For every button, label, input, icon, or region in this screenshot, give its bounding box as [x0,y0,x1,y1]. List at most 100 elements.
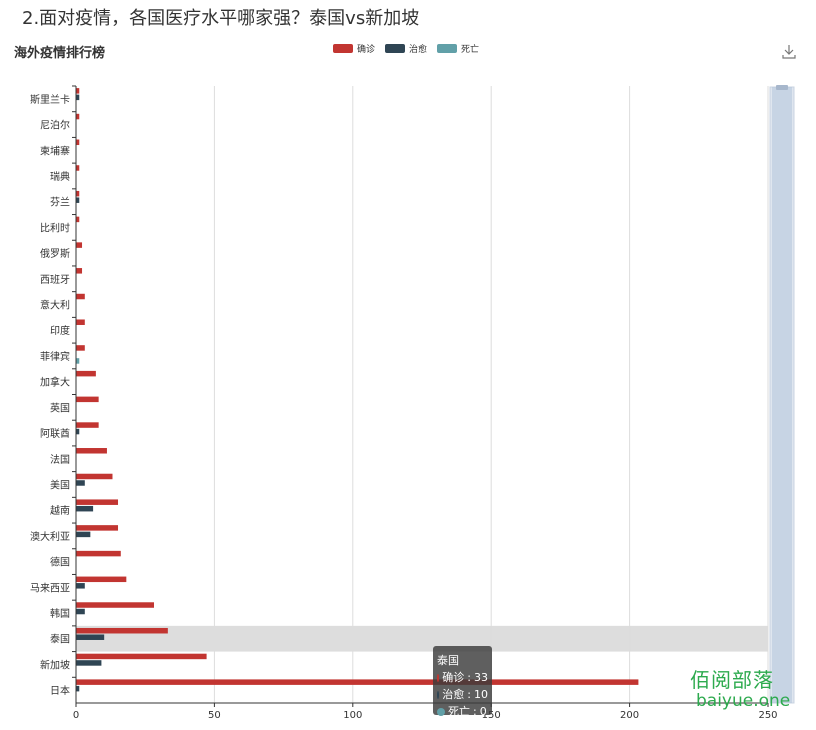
bar-死亡-菲律宾[interactable] [76,358,80,364]
y-tick-label-俄罗斯: 俄罗斯 [40,247,70,260]
y-tick-label-阿联酋: 阿联酋 [40,427,70,440]
y-tick-label-英国: 英国 [50,401,70,414]
y-tick-label-西班牙: 西班牙 [40,274,70,286]
bar-确诊-西班牙[interactable] [76,268,83,274]
tooltip-row-recovered: 治愈: 10 [437,686,488,703]
tooltip-label-deaths: 死亡 [448,705,470,718]
y-tick-label-斯里兰卡: 斯里兰卡 [30,93,70,106]
chart-title: 海外疫情排行榜 [14,46,106,61]
bar-确诊-泰国[interactable] [76,627,168,634]
bar-治愈-美国[interactable] [76,480,85,486]
bar-确诊-菲律宾[interactable] [76,345,85,351]
bar-治愈-韩国[interactable] [76,608,85,615]
y-tick-label-芬兰: 芬兰 [50,196,70,209]
y-tick-label-新加坡: 新加坡 [40,658,70,671]
bar-治愈-日本[interactable] [76,685,80,692]
watermark-logo: 佰阅部落 baiyue.one [690,664,790,711]
bar-确诊-俄罗斯[interactable] [76,242,83,248]
bar-确诊-马来西亚[interactable] [76,576,127,583]
bar-治愈-澳大利亚[interactable] [76,531,91,538]
y-tick-label-印度: 印度 [50,324,70,337]
chart-legend: 确诊 治愈 死亡 [333,42,479,55]
tooltip-dot-deaths [437,707,445,716]
bar-确诊-尼泊尔[interactable] [76,113,80,120]
bar-确诊-德国[interactable] [76,550,121,557]
tooltip-dot-recovered [437,690,440,699]
bar-确诊-美国[interactable] [76,473,113,480]
tooltip-row-confirmed: 确诊: 33 [437,669,488,686]
y-tick-label-柬埔寨: 柬埔寨 [40,144,70,157]
bar-确诊-韩国[interactable] [76,602,155,608]
bar-确诊-印度[interactable] [76,319,85,325]
tooltip-value-confirmed: 33 [474,671,488,684]
y-tick-label-日本: 日本 [50,684,70,697]
y-tick-label-泰国: 泰国 [50,633,70,646]
y-tick-label-菲律宾: 菲律宾 [40,350,70,363]
y-tick-label-加拿大: 加拿大 [40,376,70,389]
legend-label-confirmed: 确诊 [357,45,376,55]
legend-swatch-confirmed [333,44,353,53]
chart-tooltip: 泰国 确诊: 33 治愈: 10 死亡: 0 [433,646,492,718]
tooltip-label-confirmed: 确诊 [442,671,465,684]
bar-确诊-澳大利亚[interactable] [76,525,119,531]
y-tick-label-比利时: 比利时 [40,222,70,234]
bar-确诊-阿联酋[interactable] [76,422,99,428]
y-tick-label-美国: 美国 [50,478,70,491]
bar-确诊-斯里兰卡[interactable] [76,88,80,94]
bar-确诊-日本[interactable] [76,679,639,685]
zoom-slider-window[interactable] [772,87,792,703]
x-tick-label-50: 50 [208,710,221,721]
bar-治愈-马来西亚[interactable] [76,583,85,589]
y-tick-label-法国: 法国 [50,453,70,466]
bar-确诊-法国[interactable] [76,448,107,454]
legend-item-recovered[interactable]: 治愈 [385,42,427,55]
legend-item-confirmed[interactable]: 确诊 [333,42,375,55]
tooltip-label-recovered: 治愈 [442,688,465,701]
x-tick-label-150: 150 [482,710,501,721]
bar-确诊-芬兰[interactable] [76,190,80,197]
y-tick-label-意大利: 意大利 [40,299,70,312]
legend-swatch-recovered [385,44,406,53]
legend-swatch-deaths [437,44,458,53]
bar-治愈-越南[interactable] [76,505,94,512]
bar-确诊-意大利[interactable] [76,293,85,300]
y-tick-label-瑞典: 瑞典 [50,170,70,183]
bar-治愈-斯里兰卡[interactable] [76,94,80,101]
watermark-cn: 佰阅部落 [690,668,774,692]
x-tick-label-0: 0 [73,710,79,721]
tooltip-title: 泰国 [437,654,459,667]
page-heading: 2.面对疫情，各国医疗水平哪家强？泰国vs新加坡 [22,8,420,29]
highlight-band [76,625,768,652]
bar-确诊-瑞典[interactable] [76,165,80,171]
bar-治愈-新加坡[interactable] [76,660,102,666]
y-tick-label-澳大利亚: 澳大利亚 [30,530,70,543]
bar-确诊-柬埔寨[interactable] [76,139,80,146]
x-tick-label-250: 250 [758,710,777,721]
legend-item-deaths[interactable]: 死亡 [437,42,479,55]
legend-label-recovered: 治愈 [409,45,428,55]
watermark-en: baiyue.one [696,691,791,711]
bar-确诊-英国[interactable] [76,396,99,403]
bar-治愈-泰国[interactable] [76,634,105,640]
bar-治愈-芬兰[interactable] [76,197,80,203]
bar-确诊-新加坡[interactable] [76,653,207,660]
bar-确诊-加拿大[interactable] [76,370,96,377]
tooltip-dot-confirmed [437,673,440,682]
download-icon[interactable] [780,43,798,61]
bar-治愈-阿联酋[interactable] [76,428,80,435]
bar-确诊-比利时[interactable] [76,216,80,223]
x-tick-label-100: 100 [343,710,362,721]
legend-label-deaths: 死亡 [461,45,480,55]
y-tick-label-越南: 越南 [50,504,70,517]
tooltip-value-deaths: 0 [479,705,487,718]
tooltip-value-recovered: 10 [474,688,488,701]
y-tick-label-马来西亚: 马来西亚 [30,582,70,594]
bar-确诊-越南[interactable] [76,499,119,505]
y-tick-label-尼泊尔: 尼泊尔 [40,119,70,132]
y-tick-label-德国: 德国 [50,556,70,569]
zoom-slider-handle-top[interactable] [776,85,788,90]
tooltip-row-deaths: 死亡: 0 [437,703,488,720]
x-tick-label-200: 200 [620,710,639,721]
y-tick-label-韩国: 韩国 [50,607,70,620]
